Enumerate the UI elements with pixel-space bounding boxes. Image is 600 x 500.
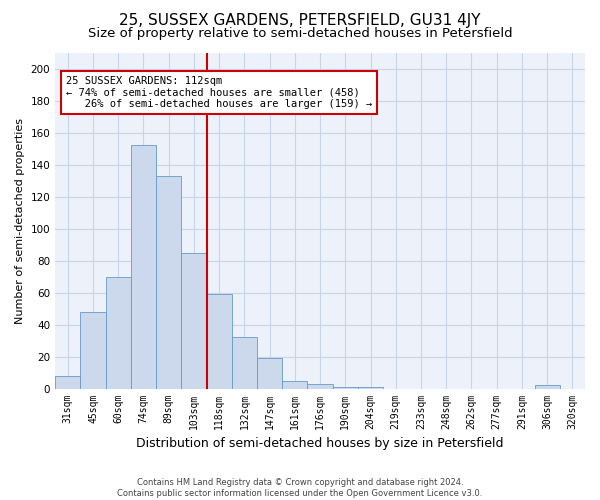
Bar (332, 387, 358, 388)
Bar (106, 276, 131, 388)
Bar (232, 338, 257, 388)
X-axis label: Distribution of semi-detached houses by size in Petersfield: Distribution of semi-detached houses by … (136, 437, 504, 450)
Bar (55, 376, 80, 388)
Bar (156, 176, 181, 388)
Bar (80, 312, 106, 388)
Bar (307, 384, 332, 388)
Text: Size of property relative to semi-detached houses in Petersfield: Size of property relative to semi-detach… (88, 28, 512, 40)
Text: Contains HM Land Registry data © Crown copyright and database right 2024.
Contai: Contains HM Land Registry data © Crown c… (118, 478, 482, 498)
Y-axis label: Number of semi-detached properties: Number of semi-detached properties (15, 118, 25, 324)
Bar (282, 380, 307, 388)
Text: 25, SUSSEX GARDENS, PETERSFIELD, GU31 4JY: 25, SUSSEX GARDENS, PETERSFIELD, GU31 4J… (119, 12, 481, 28)
Bar (358, 387, 383, 388)
Text: 25 SUSSEX GARDENS: 112sqm
← 74% of semi-detached houses are smaller (458)
   26%: 25 SUSSEX GARDENS: 112sqm ← 74% of semi-… (66, 76, 372, 109)
Bar (181, 252, 206, 388)
Bar (257, 358, 282, 388)
Bar (535, 386, 560, 388)
Bar (206, 294, 232, 388)
Bar (131, 146, 156, 388)
